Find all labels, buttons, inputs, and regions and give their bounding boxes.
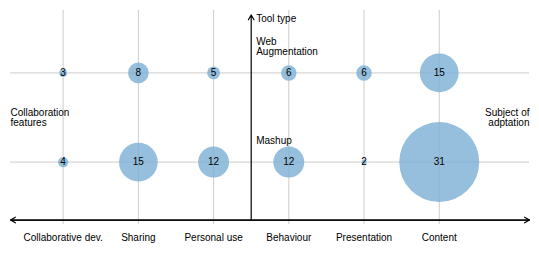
svg-text:Collaborative dev.: Collaborative dev.	[23, 232, 102, 243]
svg-text:15: 15	[434, 67, 446, 78]
svg-text:Personal use: Personal use	[184, 232, 243, 243]
svg-text:8: 8	[136, 67, 142, 78]
svg-text:6: 6	[361, 67, 367, 78]
svg-text:15: 15	[133, 156, 145, 167]
svg-text:5: 5	[211, 67, 217, 78]
svg-text:Tool type: Tool type	[256, 13, 296, 24]
svg-text:Presentation: Presentation	[336, 232, 392, 243]
svg-text:Subject ofadptation: Subject ofadptation	[485, 107, 530, 128]
svg-text:WebAugmentation: WebAugmentation	[256, 36, 318, 57]
svg-text:12: 12	[208, 156, 220, 167]
svg-text:Behaviour: Behaviour	[266, 232, 312, 243]
svg-text:Collaborationfeatures: Collaborationfeatures	[11, 107, 70, 128]
svg-text:31: 31	[434, 156, 446, 167]
svg-text:4: 4	[60, 156, 66, 167]
svg-text:12: 12	[283, 156, 295, 167]
svg-text:6: 6	[286, 67, 292, 78]
svg-text:3: 3	[60, 67, 66, 78]
svg-text:Content: Content	[422, 232, 457, 243]
svg-text:2: 2	[361, 156, 367, 167]
svg-text:Sharing: Sharing	[121, 232, 155, 243]
svg-text:Mashup: Mashup	[256, 135, 292, 146]
